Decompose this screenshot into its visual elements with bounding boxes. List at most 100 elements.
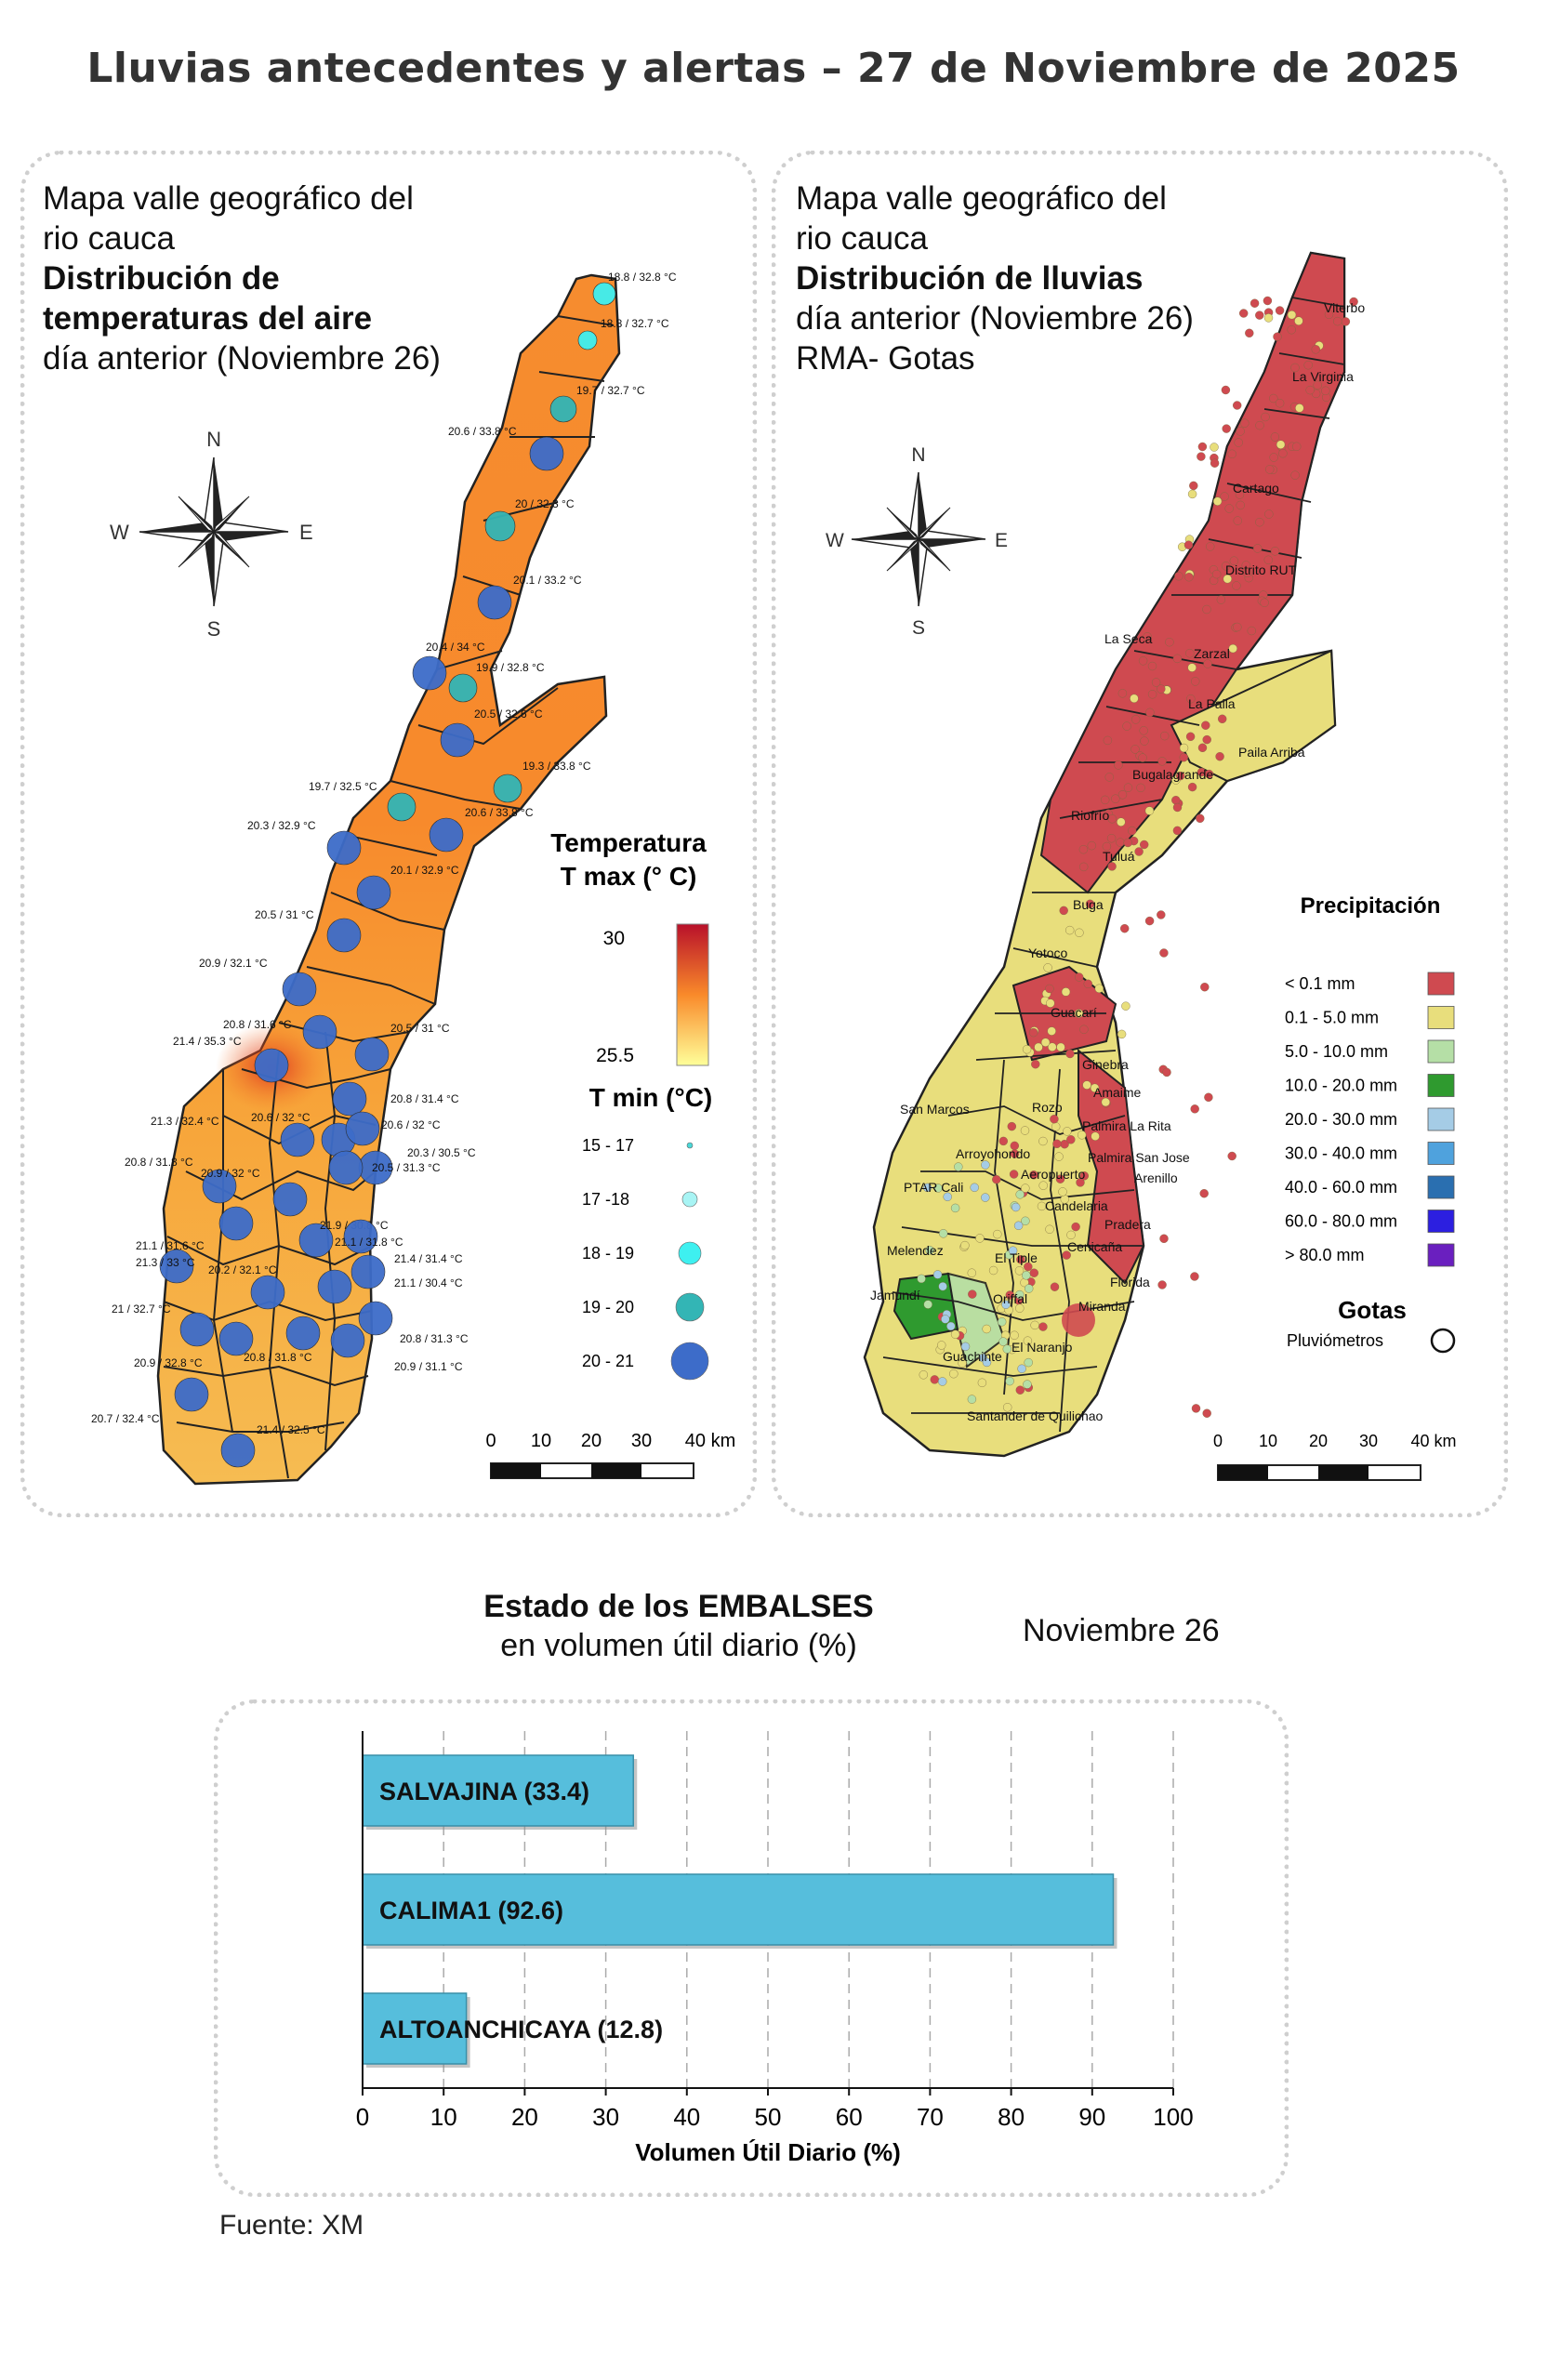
scale-30: 30 (631, 1431, 652, 1451)
rain-gauge-dot (1001, 1300, 1011, 1310)
temperature-station-label: 18.8 / 32.7 °C (601, 317, 669, 330)
rain-gauge-dot (1263, 555, 1274, 564)
compass-north: N (206, 428, 221, 451)
rain-gauge-dot (1270, 547, 1280, 556)
rain-gauge-dot (1263, 313, 1274, 323)
rain-gauge-dot (1010, 1149, 1020, 1158)
rain-gauge-dot (1321, 386, 1330, 395)
compass-east-rain: E (995, 530, 1008, 551)
temperature-station-label: 20.6 / 33.8 °C (448, 425, 517, 438)
rain-gauge-dot (1114, 760, 1123, 770)
municipality-label: Jamundí (870, 1288, 920, 1302)
rain-gauge-dot (1255, 518, 1264, 527)
municipality-label: Pradera (1104, 1217, 1151, 1232)
rain-gauge-dot (922, 1183, 932, 1193)
rain-gauge-dot (1107, 814, 1117, 824)
temperature-station-label: 20.2 / 32.1 °C (208, 1263, 277, 1276)
rain-gauge-dot (1111, 794, 1120, 803)
rain-gauge-dot (949, 1368, 959, 1379)
rain-gauge-dot (1275, 399, 1285, 408)
rain-gauge-dot (1040, 1038, 1051, 1047)
x-tick-label: 80 (998, 2103, 1025, 2131)
temperature-station-dot (429, 817, 464, 853)
x-tick-label: 90 (1078, 2103, 1105, 2131)
rain-gauge-dot (1037, 1201, 1047, 1211)
rain-gauge-dot (1002, 1344, 1012, 1354)
rain-gauge-dot (1264, 509, 1274, 519)
rain-gauge-dot (1058, 1187, 1067, 1197)
rain-gauge-dot (975, 1234, 985, 1243)
rain-gauge-dot (1179, 743, 1189, 753)
rain-gauge-dot (1079, 1025, 1089, 1035)
rain-gauge-dot (1107, 862, 1117, 871)
temperature-station-dot (328, 1150, 364, 1185)
rain-gauge-dot (1062, 1250, 1071, 1260)
rain-gauge-dot (919, 1370, 928, 1380)
rain-gauge-dot (1047, 1026, 1056, 1036)
rain-gauge-dot (1183, 540, 1194, 549)
temperature-station-label: 20.9 / 31.1 °C (394, 1360, 463, 1373)
rain-gauge-dot (1008, 1246, 1018, 1255)
rain-gauge-dot (1139, 840, 1149, 850)
rain-gauge-dot (1046, 998, 1055, 1008)
rain-gauge-dot (992, 1174, 1001, 1184)
precip-legend-swatch (1427, 1039, 1455, 1064)
temperature-station-label: 20.6 / 33.8 °C (465, 806, 534, 819)
precip-legend-swatch (1427, 1175, 1455, 1199)
reservoir-bar (362, 1873, 1115, 1946)
temperature-panel-title: Mapa valle geográfico del rio cauca Dist… (43, 180, 441, 377)
rain-gauge-dot (950, 1203, 960, 1213)
rain-gauge-dot (1038, 1136, 1048, 1146)
rain-gauge-dot (1220, 492, 1229, 501)
rain-gauge-dot (1172, 802, 1183, 813)
scale-bar: 0 10 20 30 40 km (485, 1431, 735, 1479)
temperature-station-label: 20 / 32.3 °C (515, 497, 575, 510)
municipality-label: Riofrío (1071, 808, 1109, 823)
rain-gauge-dot (1212, 496, 1223, 506)
x-tick-label: 10 (430, 2103, 457, 2131)
tmin-legend-symbol (686, 1142, 694, 1149)
precip-legend-title: Precipitación (1301, 893, 1441, 919)
rain-gauge-dot (1022, 1044, 1032, 1054)
rain-gauge-dot (1009, 1170, 1019, 1179)
rain-gauge-dot (1264, 465, 1275, 474)
rain-gauge-dot (1232, 401, 1242, 410)
rain-gauge-dot (1185, 649, 1195, 658)
rain-gauge-dot (1020, 1126, 1030, 1135)
rain-gauge-dot (1021, 1216, 1030, 1226)
rain-gauge-dot (1187, 782, 1197, 792)
rain-gauge-dot (923, 1300, 932, 1309)
compass-north-rain: N (911, 444, 925, 466)
tmin-legend-label: 19 - 20 (582, 1298, 634, 1316)
rain-gauge-dot (1287, 325, 1296, 335)
temperature-station-dot (202, 1169, 237, 1204)
rain-gauge-dot (1189, 481, 1198, 491)
rainfall-panel-title: Mapa valle geográfico del rio cauca Dist… (796, 180, 1194, 377)
rain-gauge-dot (1147, 661, 1157, 671)
temperature-station-dot (218, 1206, 254, 1241)
temperature-station-label: 20.6 / 32 °C (381, 1118, 441, 1131)
rain-gauge-dot (1349, 297, 1358, 307)
rainfall-panel (772, 151, 1508, 1517)
rain-gauge-dot (1101, 1097, 1111, 1107)
temperature-legend: Temperatura T max (° C) 30 25.5 T min (°… (485, 828, 735, 1479)
rain-gauge-dot (1045, 984, 1054, 994)
source-note: Fuente: XM (219, 2210, 364, 2241)
gotas-label: Pluviómetros (1287, 1331, 1383, 1350)
rain-gauge-dot (1210, 458, 1220, 468)
temperature-station-label: 20.9 / 32 °C (201, 1167, 260, 1180)
reservoir-title-bold: Estado de los EMBALSES (483, 1589, 874, 1624)
rain-gauge-dot (1228, 643, 1237, 654)
rain-gauge-dot (970, 1183, 979, 1193)
rain-gauge-dot (1078, 862, 1089, 872)
municipality-label: Rozo (1032, 1100, 1063, 1115)
legend-title-line2: T max (° C) (561, 862, 697, 891)
rain-gauge-dot (1123, 783, 1133, 792)
rain-gauge-dot (1233, 622, 1242, 632)
rain-gauge-dot (1102, 841, 1112, 852)
rain-gauge-dot (1123, 838, 1132, 848)
rain-gauge-dot (1016, 1255, 1025, 1264)
temperature-station-label: 20.7 / 32.4 °C (91, 1412, 160, 1425)
precip-legend-swatch (1427, 972, 1455, 996)
temperature-station-label: 20.3 / 30.5 °C (407, 1146, 476, 1159)
